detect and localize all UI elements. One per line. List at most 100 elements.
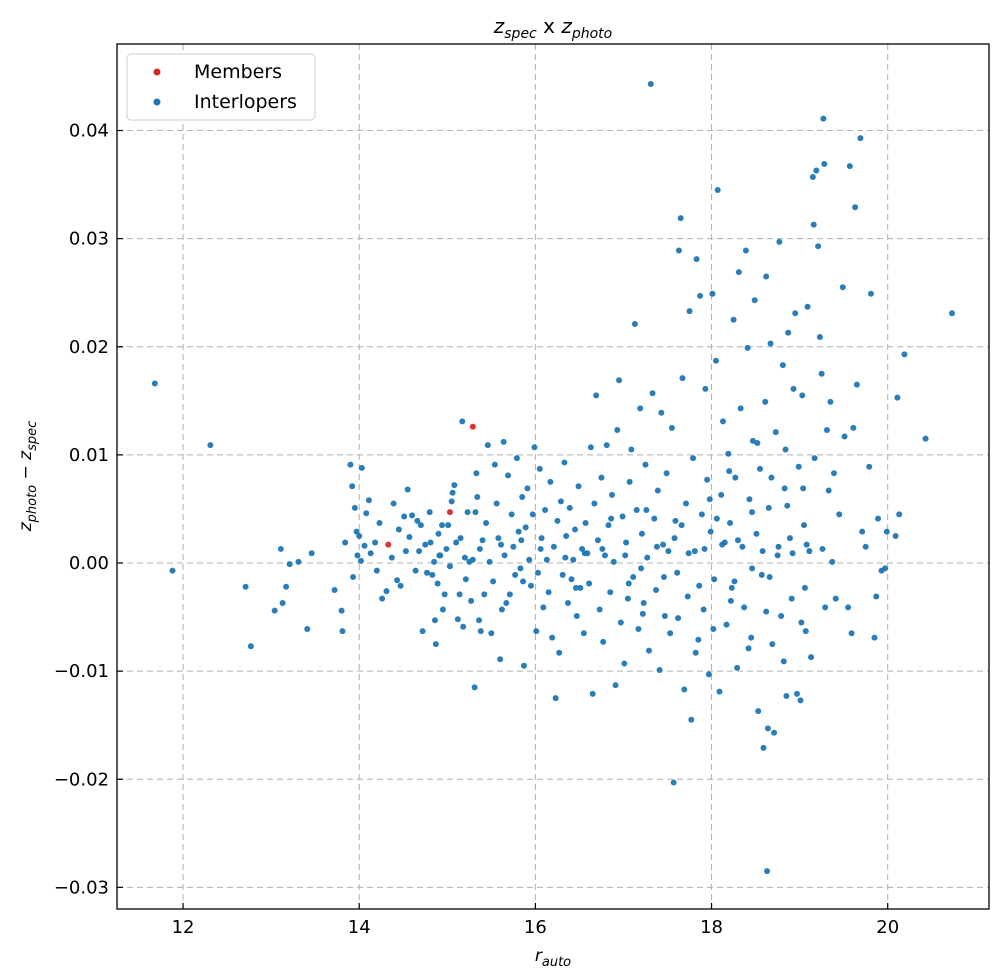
data-point-interlopers	[875, 515, 882, 522]
data-point-interlopers	[591, 500, 598, 507]
data-point-interlopers	[350, 574, 357, 581]
data-point-interlopers	[643, 507, 650, 514]
y-tick-label: −0.02	[54, 769, 109, 790]
data-point-interlopers	[654, 487, 661, 494]
legend-label-members: Members	[194, 61, 282, 83]
data-point-interlopers	[358, 464, 365, 471]
data-point-members	[446, 509, 453, 516]
data-point-interlopers	[435, 530, 442, 537]
data-point-interlopers	[628, 446, 635, 453]
data-point-interlopers	[566, 504, 573, 511]
data-point-interlopers	[454, 616, 461, 623]
data-point-interlopers	[519, 494, 526, 501]
data-point-interlopers	[646, 647, 653, 654]
data-point-interlopers	[476, 617, 483, 624]
data-point-interlopers	[816, 334, 823, 341]
data-point-interlopers	[449, 489, 456, 496]
data-point-interlopers	[820, 115, 827, 122]
data-point-interlopers	[786, 535, 793, 542]
data-point-interlopers	[638, 565, 645, 572]
data-point-interlopers	[547, 478, 554, 485]
data-point-interlopers	[436, 552, 443, 559]
y-tick-label: 0.01	[69, 445, 109, 466]
data-point-interlopers	[949, 310, 956, 317]
y-tick-label: 0.04	[69, 121, 109, 142]
data-point-interlopers	[765, 504, 772, 511]
data-point-interlopers	[479, 537, 486, 544]
data-point-interlopers	[681, 686, 688, 693]
data-point-interlopers	[339, 628, 346, 635]
data-point-interlopers	[338, 607, 345, 614]
data-point-interlopers	[432, 641, 439, 648]
data-point-interlopers	[702, 385, 709, 392]
data-point-interlopers	[802, 628, 809, 635]
data-point-interlopers	[247, 643, 254, 650]
data-point-interlopers	[626, 478, 633, 485]
data-point-interlopers	[531, 444, 538, 451]
data-point-interlopers	[601, 552, 608, 559]
data-point-interlopers	[481, 591, 488, 598]
data-point-interlopers	[559, 571, 566, 578]
data-point-interlopers	[725, 450, 732, 457]
data-point-interlopers	[533, 628, 540, 635]
data-point-interlopers	[484, 442, 491, 449]
data-point-interlopers	[498, 606, 505, 613]
data-point-interlopers	[785, 329, 792, 336]
data-point-interlopers	[675, 247, 682, 254]
data-point-interlopers	[608, 515, 615, 522]
data-point-interlopers	[644, 554, 651, 561]
data-point-interlopers	[857, 135, 864, 142]
data-point-interlopers	[453, 539, 460, 546]
data-point-interlopers	[633, 507, 640, 514]
data-point-interlopers	[461, 554, 468, 561]
data-point-interlopers	[549, 634, 556, 641]
data-point-interlopers	[653, 587, 660, 594]
x-tick-label: 12	[172, 917, 195, 938]
data-point-interlopers	[737, 405, 744, 412]
data-point-interlopers	[431, 558, 438, 565]
data-point-interlopers	[756, 465, 763, 472]
data-point-interlopers	[419, 628, 426, 635]
data-point-interlopers	[347, 461, 354, 468]
data-point-interlopers	[469, 556, 476, 563]
data-point-interlopers	[390, 500, 397, 507]
data-point-interlopers	[579, 545, 586, 552]
data-point-interlopers	[527, 582, 534, 589]
data-point-interlopers	[351, 504, 358, 511]
data-point-interlopers	[700, 606, 707, 613]
data-point-interlopers	[775, 543, 782, 550]
y-tick-label: 0.02	[69, 337, 109, 358]
data-point-interlopers	[727, 519, 734, 526]
y-axis-title: zphoto − zspec	[16, 421, 40, 533]
data-point-interlopers	[448, 498, 455, 505]
data-point-interlopers	[331, 587, 338, 594]
data-point-interlopers	[600, 638, 607, 645]
data-point-interlopers	[593, 392, 600, 399]
data-point-interlopers	[474, 494, 481, 501]
data-point-interlopers	[732, 474, 739, 481]
data-point-interlopers	[515, 528, 522, 535]
data-point-interlopers	[762, 398, 769, 405]
data-point-interlopers	[356, 532, 363, 539]
data-point-interlopers	[819, 545, 826, 552]
data-point-interlopers	[759, 548, 766, 555]
data-point-interlopers	[607, 589, 614, 596]
data-point-interlopers	[751, 297, 758, 304]
data-point-interlopers	[678, 522, 685, 529]
data-point-interlopers	[642, 461, 649, 468]
data-point-interlopers	[793, 690, 800, 697]
data-point-interlopers	[242, 583, 249, 590]
x-tick-label: 14	[348, 917, 371, 938]
data-point-interlopers	[749, 509, 756, 516]
data-point-interlopers	[660, 541, 667, 548]
data-point-interlopers	[500, 438, 507, 445]
data-point-interlopers	[758, 571, 765, 578]
data-point-interlopers	[846, 163, 853, 170]
data-point-interlopers	[788, 595, 795, 602]
data-point-interlopers	[709, 290, 716, 297]
data-point-interlopers	[663, 470, 670, 477]
legend: Members Interlopers	[126, 53, 316, 121]
data-point-interlopers	[599, 545, 606, 552]
data-point-interlopers	[754, 439, 761, 446]
